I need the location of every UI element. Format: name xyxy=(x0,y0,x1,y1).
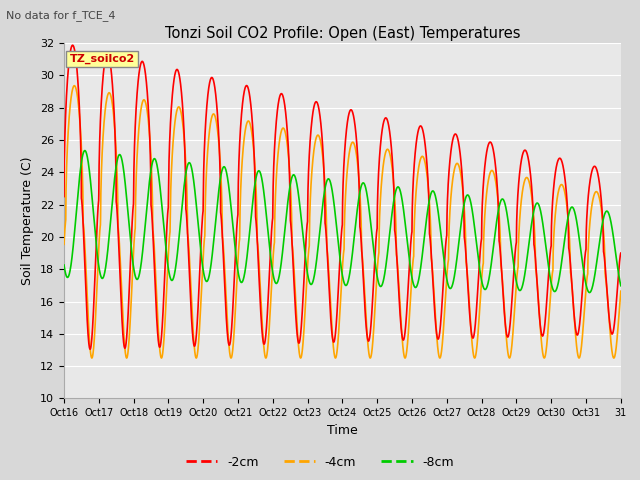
Legend: -2cm, -4cm, -8cm: -2cm, -4cm, -8cm xyxy=(181,451,459,474)
Text: No data for f_TCE_4: No data for f_TCE_4 xyxy=(6,10,116,21)
Y-axis label: Soil Temperature (C): Soil Temperature (C) xyxy=(22,156,35,285)
X-axis label: Time: Time xyxy=(327,424,358,437)
Title: Tonzi Soil CO2 Profile: Open (East) Temperatures: Tonzi Soil CO2 Profile: Open (East) Temp… xyxy=(164,25,520,41)
Text: TZ_soilco2: TZ_soilco2 xyxy=(70,54,135,64)
